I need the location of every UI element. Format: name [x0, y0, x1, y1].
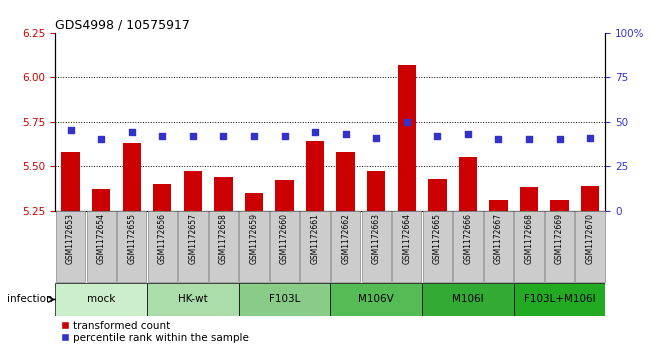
Bar: [422, 283, 514, 316]
Bar: [306, 141, 324, 211]
Text: GSM1172662: GSM1172662: [341, 213, 350, 264]
Text: GSM1172670: GSM1172670: [586, 213, 594, 264]
FancyBboxPatch shape: [392, 211, 421, 282]
Bar: [367, 171, 385, 211]
Text: GSM1172654: GSM1172654: [97, 213, 105, 264]
Bar: [92, 189, 111, 211]
Point: [279, 133, 290, 139]
FancyBboxPatch shape: [56, 211, 85, 282]
FancyBboxPatch shape: [117, 211, 146, 282]
Bar: [153, 184, 171, 211]
Bar: [551, 200, 569, 211]
Bar: [147, 283, 239, 316]
FancyBboxPatch shape: [545, 211, 574, 282]
Text: GSM1172655: GSM1172655: [127, 213, 136, 264]
Bar: [275, 180, 294, 211]
FancyBboxPatch shape: [453, 211, 482, 282]
Text: GSM1172668: GSM1172668: [525, 213, 534, 264]
FancyBboxPatch shape: [484, 211, 513, 282]
FancyBboxPatch shape: [422, 211, 452, 282]
Bar: [398, 65, 416, 211]
Bar: [245, 193, 263, 211]
Point: [371, 135, 381, 140]
Text: GSM1172669: GSM1172669: [555, 213, 564, 264]
Point: [187, 133, 198, 139]
Text: M106I: M106I: [452, 294, 484, 305]
Text: GSM1172666: GSM1172666: [464, 213, 473, 264]
Text: GSM1172653: GSM1172653: [66, 213, 75, 264]
Text: mock: mock: [87, 294, 115, 305]
FancyBboxPatch shape: [361, 211, 391, 282]
Bar: [337, 152, 355, 211]
Bar: [214, 177, 232, 211]
Bar: [61, 152, 80, 211]
Point: [493, 136, 504, 142]
Text: GSM1172667: GSM1172667: [494, 213, 503, 264]
FancyBboxPatch shape: [270, 211, 299, 282]
Legend: transformed count, percentile rank within the sample: transformed count, percentile rank withi…: [61, 321, 249, 343]
Text: M106V: M106V: [358, 294, 394, 305]
Text: GSM1172663: GSM1172663: [372, 213, 381, 264]
Point: [157, 133, 167, 139]
Point: [249, 133, 259, 139]
Point: [340, 131, 351, 137]
Point: [126, 129, 137, 135]
Point: [524, 136, 534, 142]
FancyBboxPatch shape: [87, 211, 116, 282]
Point: [432, 133, 443, 139]
Bar: [428, 179, 447, 211]
Point: [310, 129, 320, 135]
Bar: [490, 200, 508, 211]
Text: F103L: F103L: [269, 294, 300, 305]
Bar: [239, 283, 331, 316]
FancyBboxPatch shape: [178, 211, 208, 282]
Point: [585, 135, 596, 140]
Bar: [122, 143, 141, 211]
Text: HK-wt: HK-wt: [178, 294, 208, 305]
Bar: [520, 187, 538, 211]
Bar: [55, 283, 147, 316]
FancyBboxPatch shape: [240, 211, 269, 282]
FancyBboxPatch shape: [209, 211, 238, 282]
FancyBboxPatch shape: [331, 211, 361, 282]
Point: [402, 119, 412, 125]
Text: GSM1172657: GSM1172657: [188, 213, 197, 264]
FancyBboxPatch shape: [514, 211, 544, 282]
Text: GSM1172660: GSM1172660: [280, 213, 289, 264]
Bar: [331, 283, 422, 316]
Bar: [459, 157, 477, 211]
Text: GDS4998 / 10575917: GDS4998 / 10575917: [55, 19, 190, 32]
Text: infection: infection: [7, 294, 52, 305]
Text: GSM1172659: GSM1172659: [249, 213, 258, 264]
Point: [96, 136, 106, 142]
Text: F103L+M106I: F103L+M106I: [524, 294, 596, 305]
FancyBboxPatch shape: [300, 211, 330, 282]
Point: [65, 128, 76, 134]
Text: GSM1172665: GSM1172665: [433, 213, 442, 264]
Text: GSM1172661: GSM1172661: [311, 213, 320, 264]
Text: GSM1172656: GSM1172656: [158, 213, 167, 264]
FancyBboxPatch shape: [148, 211, 177, 282]
Point: [218, 133, 229, 139]
Text: GSM1172658: GSM1172658: [219, 213, 228, 264]
Point: [555, 136, 565, 142]
Bar: [581, 185, 600, 211]
Bar: [184, 171, 202, 211]
Text: GSM1172664: GSM1172664: [402, 213, 411, 264]
Bar: [514, 283, 605, 316]
FancyBboxPatch shape: [575, 211, 605, 282]
Point: [463, 131, 473, 137]
